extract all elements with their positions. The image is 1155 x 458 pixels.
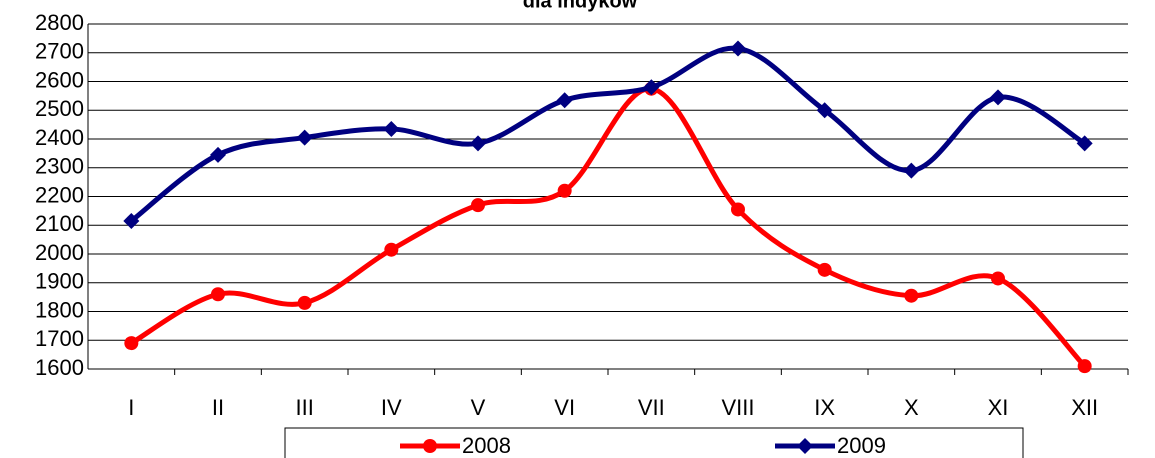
y-tick-label: 2000: [35, 240, 84, 265]
x-tick-label: III: [295, 395, 313, 420]
y-tick-label: 1800: [35, 297, 84, 322]
chart-title: dla indyków: [523, 0, 638, 12]
point: [383, 120, 400, 137]
y-tick-label: 1600: [35, 355, 84, 380]
point: [1076, 135, 1093, 152]
point: [817, 262, 832, 277]
series-line: [130, 86, 1087, 368]
legend: [284, 427, 1024, 458]
x-tick-label: IV: [381, 395, 402, 420]
point: [731, 202, 745, 217]
y-tick-label: 2800: [35, 10, 84, 35]
x-tick-label: VIII: [721, 395, 754, 420]
point: [123, 212, 140, 229]
point: [297, 295, 312, 310]
y-tick-label: 2600: [35, 67, 84, 92]
x-tick-label: V: [471, 395, 486, 420]
x-tick-label: XI: [988, 395, 1009, 420]
y-tick-label: 2500: [35, 96, 84, 121]
legend-marker: [797, 438, 813, 454]
x-tick-label: XII: [1071, 395, 1098, 420]
point: [643, 79, 660, 96]
point: [904, 288, 919, 303]
point: [211, 287, 225, 302]
legend-label: 2008: [462, 433, 511, 458]
point: [384, 242, 399, 257]
y-tick-label: 2400: [35, 125, 84, 150]
legend-label: 2009: [837, 433, 886, 458]
point: [903, 162, 920, 179]
point: [296, 129, 313, 146]
y-tick-label: 1900: [35, 269, 84, 294]
point: [990, 89, 1006, 106]
point: [991, 271, 1005, 286]
point: [556, 92, 573, 109]
point: [210, 146, 226, 163]
point: [1077, 359, 1092, 374]
y-tick-label: 1700: [35, 326, 84, 351]
y-tick-label: 2700: [35, 39, 84, 64]
y-tick-label: 2200: [35, 182, 84, 207]
point: [470, 135, 486, 152]
point: [124, 336, 139, 351]
x-tick-label: II: [212, 395, 224, 420]
y-tick-label: 2100: [35, 211, 84, 236]
x-tick-label: IX: [814, 395, 835, 420]
point: [730, 40, 746, 57]
x-tick-label: VII: [638, 395, 665, 420]
x-tick-label: I: [128, 395, 134, 420]
point: [557, 183, 572, 198]
x-tick-label: VI: [554, 395, 575, 420]
point: [816, 102, 833, 119]
legend-marker: [423, 439, 437, 453]
point: [471, 198, 485, 213]
x-tick-label: X: [904, 395, 919, 420]
y-tick-label: 2300: [35, 154, 84, 179]
